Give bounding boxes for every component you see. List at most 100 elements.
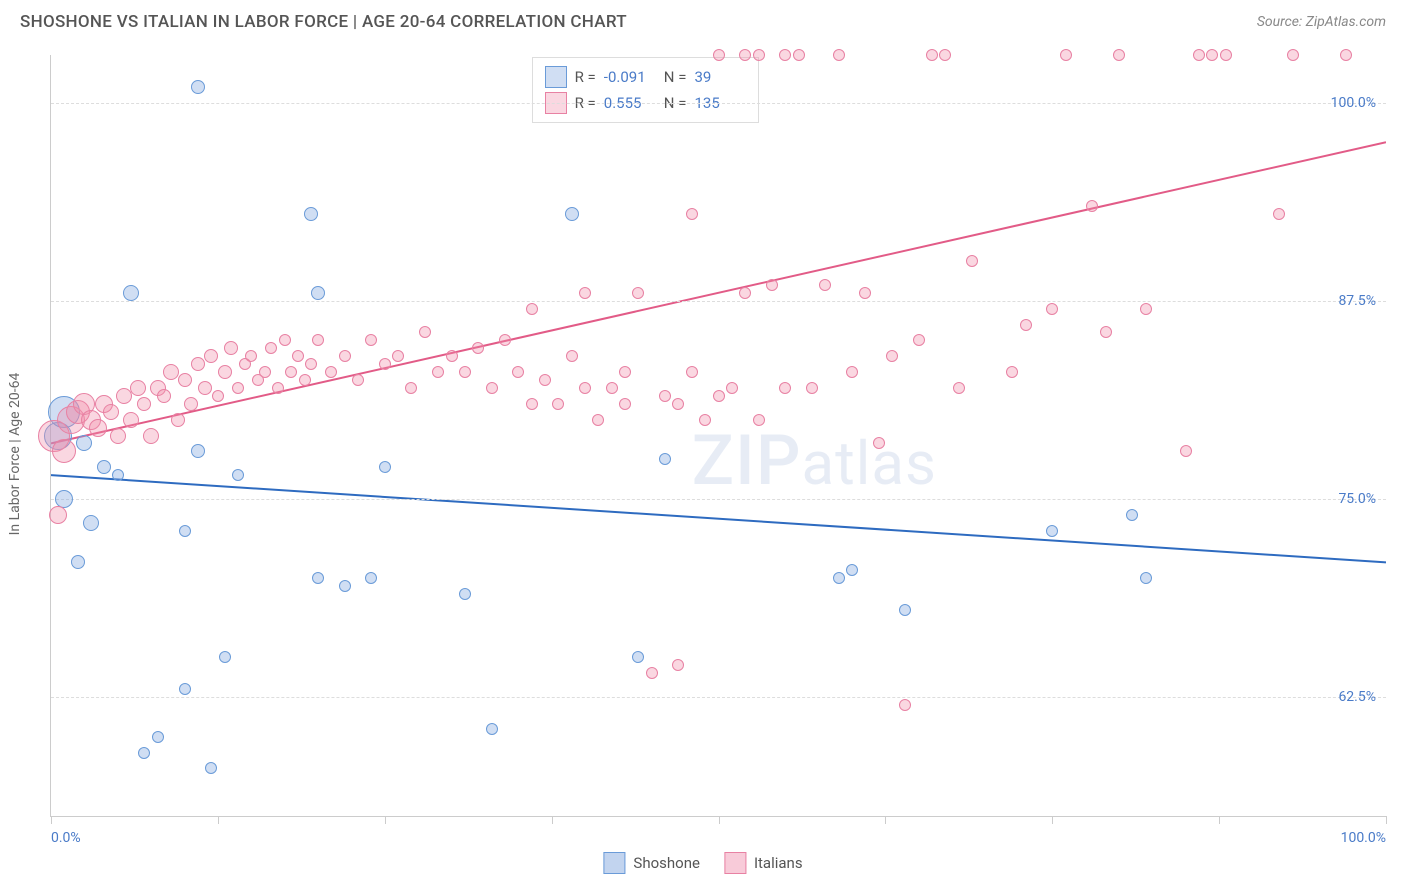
data-point [232, 469, 244, 481]
data-point [566, 350, 578, 362]
data-point [873, 437, 885, 449]
data-point [265, 342, 277, 354]
data-point [285, 366, 297, 378]
data-point [819, 279, 831, 291]
data-point [179, 525, 191, 537]
data-point [966, 255, 978, 267]
stats-row: R =-0.091N =39 [545, 64, 747, 90]
data-point [83, 515, 99, 531]
data-point [793, 49, 805, 61]
data-point [259, 366, 271, 378]
data-point [339, 580, 351, 592]
data-point [212, 390, 224, 402]
data-point [939, 49, 951, 61]
stats-legend-box: R =-0.091N =39R =0.555N =135 [532, 57, 760, 123]
data-point [219, 651, 231, 663]
data-point [739, 287, 751, 299]
data-point [1046, 303, 1058, 315]
data-point [365, 334, 377, 346]
data-point [1020, 319, 1032, 331]
data-point [97, 460, 111, 474]
chart-source: Source: ZipAtlas.com [1257, 14, 1386, 30]
data-point [198, 381, 212, 395]
data-point [739, 49, 751, 61]
data-point [352, 374, 364, 386]
series-swatch [545, 66, 567, 88]
data-point [304, 207, 318, 221]
data-point [419, 326, 431, 338]
data-point [191, 80, 205, 94]
data-point [76, 435, 92, 451]
data-point [312, 334, 324, 346]
data-point [833, 572, 845, 584]
data-point [766, 279, 778, 291]
data-point [1006, 366, 1018, 378]
x-tick [51, 816, 52, 824]
gridline-h [51, 697, 1386, 698]
data-point [1220, 49, 1232, 61]
data-point [178, 373, 192, 387]
data-point [913, 334, 925, 346]
x-tick [385, 816, 386, 824]
data-point [405, 382, 417, 394]
data-point [886, 350, 898, 362]
data-point [365, 572, 377, 584]
data-point [137, 397, 151, 411]
data-point [89, 419, 107, 437]
data-point [191, 357, 205, 371]
data-point [846, 564, 858, 576]
data-point [833, 49, 845, 61]
data-point [205, 762, 217, 774]
data-point [606, 382, 618, 394]
data-point [539, 374, 551, 386]
x-tick [1219, 816, 1220, 824]
data-point [499, 334, 511, 346]
data-point [305, 358, 317, 370]
data-point [232, 382, 244, 394]
data-point [432, 366, 444, 378]
data-point [806, 382, 818, 394]
data-point [379, 461, 391, 473]
data-point [713, 49, 725, 61]
data-point [953, 382, 965, 394]
data-point [1206, 49, 1218, 61]
data-point [71, 555, 85, 569]
data-point [859, 287, 871, 299]
data-point [899, 604, 911, 616]
data-point [526, 398, 538, 410]
data-point [846, 366, 858, 378]
data-point [526, 303, 538, 315]
data-point [130, 380, 146, 396]
data-point [184, 397, 198, 411]
data-point [753, 414, 765, 426]
data-point [123, 412, 139, 428]
data-point [1086, 200, 1098, 212]
legend-label: Shoshone [633, 854, 700, 872]
data-point [672, 398, 684, 410]
data-point [103, 404, 119, 420]
data-point [224, 341, 238, 355]
data-point [157, 389, 171, 403]
data-point [672, 659, 684, 671]
gridline-h [51, 499, 1386, 500]
data-point [299, 374, 311, 386]
data-point [699, 414, 711, 426]
data-point [272, 382, 284, 394]
data-point [486, 723, 498, 735]
y-axis-label: In Labor Force | Age 20-64 [7, 373, 23, 536]
data-point [1126, 509, 1138, 521]
gridline-h [51, 103, 1386, 104]
data-point [143, 428, 159, 444]
data-point [292, 350, 304, 362]
chart-title: SHOSHONE VS ITALIAN IN LABOR FORCE | AGE… [20, 12, 627, 32]
data-point [279, 334, 291, 346]
data-point [619, 398, 631, 410]
data-point [753, 49, 765, 61]
data-point [579, 287, 591, 299]
x-tick [218, 816, 219, 824]
y-tick-label: 75.0% [1338, 491, 1376, 507]
data-point [1193, 49, 1205, 61]
data-point [171, 413, 185, 427]
data-point [1100, 326, 1112, 338]
x-tick [1386, 816, 1387, 824]
